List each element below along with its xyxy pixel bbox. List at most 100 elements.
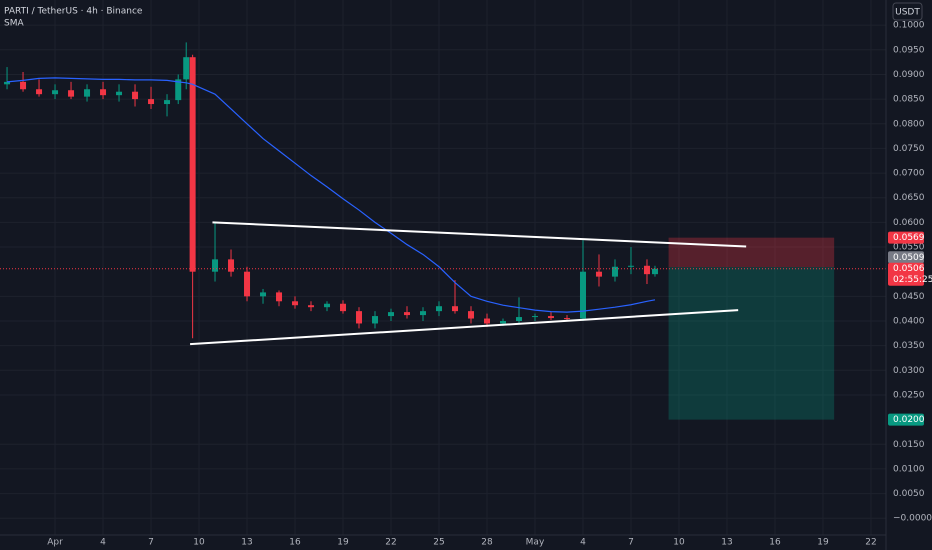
target-label-bg <box>888 413 924 426</box>
y-tick-label: 0.0050 <box>893 489 925 499</box>
y-tick-label: 0.0550 <box>893 243 925 253</box>
candle-body <box>547 316 554 319</box>
candle-body <box>292 301 299 306</box>
y-tick-label: 0.0800 <box>893 119 925 129</box>
candle-body <box>595 271 602 277</box>
y-tick-label: 0.0950 <box>893 45 925 55</box>
x-tick-label: 22 <box>385 538 396 548</box>
x-tick-label: 7 <box>628 538 634 548</box>
y-tick-label: −0.0000 <box>893 514 932 524</box>
last-price-label: 0.0506 <box>893 264 925 274</box>
trendline <box>212 221 747 248</box>
currency[interactable]: USDT <box>895 8 920 18</box>
y-tick-label: 0.0350 <box>893 341 925 351</box>
candle-body <box>563 318 570 320</box>
candle-body <box>515 317 522 321</box>
candle-body <box>372 316 379 324</box>
target-zone <box>668 267 835 420</box>
candle-body <box>467 311 474 319</box>
y-tick-label: 0.0750 <box>893 144 925 154</box>
y-tick-label: 0.0600 <box>893 218 925 228</box>
candle-body <box>68 90 75 97</box>
entry-label: 0.0509 <box>893 253 925 263</box>
x-tick-label: 19 <box>337 538 349 548</box>
x-tick-label: May <box>526 538 545 548</box>
y-tick-label: 0.0400 <box>893 317 925 327</box>
trendline <box>190 309 739 346</box>
candle-body <box>388 312 395 317</box>
stop-label-bg <box>888 231 924 244</box>
candle-body <box>643 265 650 275</box>
y-tick-label: 0.0700 <box>893 169 925 179</box>
x-tick-label: 7 <box>148 538 154 548</box>
candle-body <box>212 259 219 272</box>
y-tick-label: 0.0300 <box>893 366 925 376</box>
candle-body <box>189 57 196 272</box>
x-tick-label: 4 <box>100 538 106 548</box>
sma-line <box>6 77 656 313</box>
candle-body <box>244 271 251 297</box>
candle-body <box>531 316 538 318</box>
y-tick-label: 0.1000 <box>893 21 925 31</box>
candle-body <box>579 271 586 319</box>
candle-body <box>20 81 27 90</box>
candle-body <box>276 292 283 302</box>
candle-body <box>260 292 267 297</box>
y-tick-label: 0.0100 <box>893 464 925 474</box>
y-tick-label: 0.0850 <box>893 95 925 105</box>
x-tick-label: 13 <box>721 538 732 548</box>
candle-body <box>148 99 155 105</box>
candle-body <box>627 265 634 267</box>
target-label: 0.0200 <box>893 415 925 425</box>
candle-body <box>651 268 658 275</box>
candle-body <box>228 259 235 272</box>
x-tick-label: 10 <box>673 538 685 548</box>
candle-body <box>175 79 182 101</box>
last-price-bg <box>888 262 924 286</box>
candle-body <box>420 311 427 316</box>
x-tick-label: 4 <box>580 538 586 548</box>
candle-body <box>451 306 458 312</box>
x-tick-label: 22 <box>865 538 876 548</box>
candle-body <box>4 81 11 85</box>
stop-zone <box>668 237 835 268</box>
x-tick-label: 25 <box>433 538 444 548</box>
x-tick-label: 13 <box>241 538 252 548</box>
candle-body <box>611 266 618 277</box>
x-tick-label: Apr <box>47 538 63 548</box>
candle-body <box>340 303 347 312</box>
candle-body <box>356 311 363 324</box>
candle-body <box>116 91 123 96</box>
y-tick-label: 0.0900 <box>893 70 925 80</box>
candle-body <box>164 100 171 105</box>
candle-body <box>404 312 411 316</box>
x-tick-label: 10 <box>193 538 205 548</box>
candle-body <box>436 306 443 312</box>
y-tick-label: 0.0650 <box>893 193 925 203</box>
countdown: 02:55:25 <box>893 275 932 285</box>
y-tick-label: 0.0450 <box>893 292 925 302</box>
candle-body <box>499 321 506 324</box>
candle-body <box>183 57 190 80</box>
candle-body <box>36 89 43 95</box>
candle-body <box>308 305 315 308</box>
entry-label-bg <box>888 251 924 264</box>
stop-label: 0.0569 <box>893 233 925 243</box>
candle-body <box>52 90 59 95</box>
y-tick-label: 0.0150 <box>893 440 925 450</box>
x-tick-label: 16 <box>769 538 781 548</box>
candle-body <box>132 91 139 100</box>
x-tick-label: 19 <box>817 538 829 548</box>
candle-body <box>324 303 331 308</box>
symbol-title: PARTI / TetherUS · 4h · Binance <box>4 7 143 17</box>
x-tick-label: 28 <box>481 538 493 548</box>
candle-body <box>100 89 107 96</box>
indicator-name: SMA <box>4 19 24 29</box>
y-tick-label: 0.0250 <box>893 390 925 400</box>
candle-body <box>483 318 490 324</box>
candle-body <box>84 89 91 97</box>
currency-box[interactable] <box>892 2 923 21</box>
x-tick-label: 16 <box>289 538 301 548</box>
